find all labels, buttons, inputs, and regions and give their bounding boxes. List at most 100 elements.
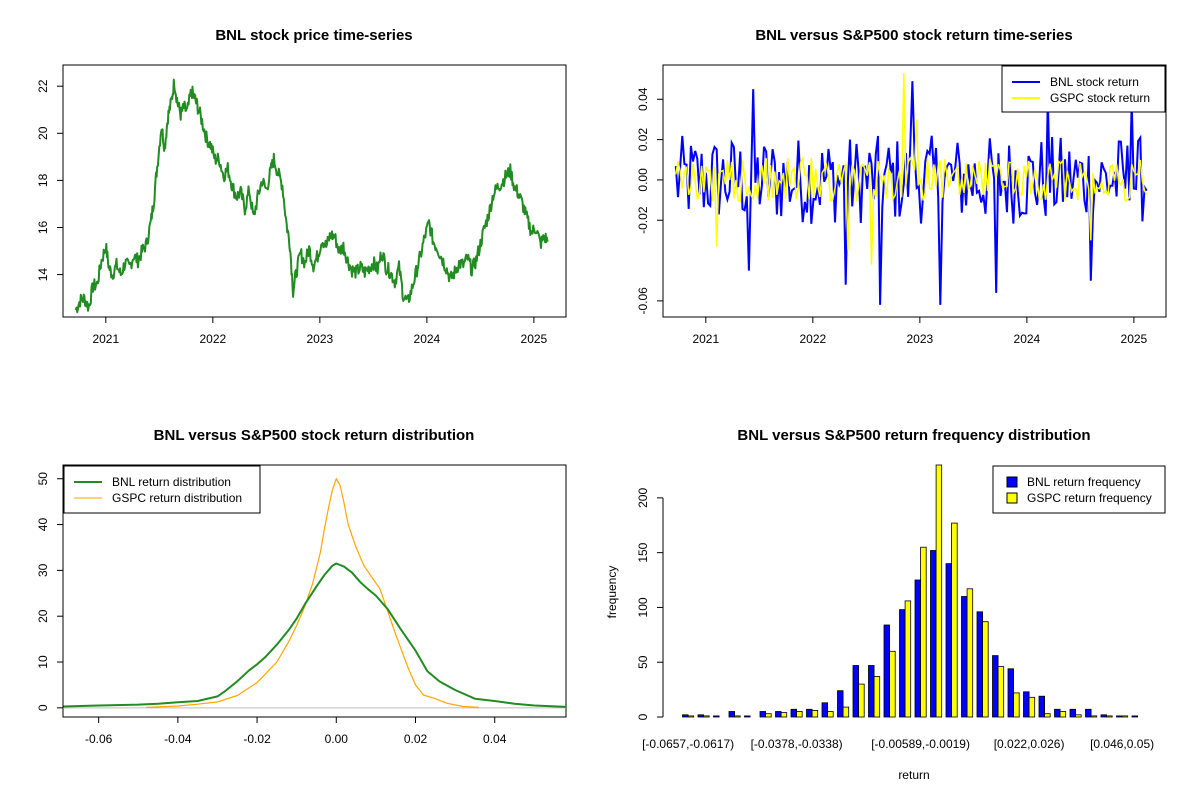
bar-gspc bbox=[842, 706, 850, 718]
y-tick-label: 50 bbox=[36, 472, 50, 486]
bar-gspc bbox=[951, 522, 958, 718]
x-tick-label: 2025 bbox=[1121, 332, 1148, 346]
bar-gspc bbox=[765, 713, 772, 718]
y-tick-label: 0 bbox=[636, 713, 650, 720]
y-tick-label: 14 bbox=[36, 268, 50, 282]
bar-gspc bbox=[1013, 692, 1020, 718]
density-line-bnl bbox=[62, 562, 567, 708]
legend-swatch-bnl bbox=[1006, 476, 1018, 488]
bar-bnl bbox=[775, 711, 782, 718]
histogram-panel: BNL versus S&P500 return frequency distr… bbox=[605, 427, 1166, 782]
legend-box bbox=[63, 465, 261, 514]
bar-bnl bbox=[1069, 708, 1076, 718]
price-chart-panel: BNL stock price time-series 2021 2022 2023… bbox=[36, 27, 567, 346]
x-tick-label: 2021 bbox=[692, 332, 719, 346]
y-tick-label: -0.02 bbox=[636, 206, 650, 234]
chart-title: BNL versus S&P500 return frequency distr… bbox=[737, 427, 1090, 444]
y-tick-label: 100 bbox=[636, 597, 650, 617]
bar-bnl bbox=[868, 665, 875, 718]
x-tick-label: 2023 bbox=[906, 332, 933, 346]
bar-bnl bbox=[1131, 715, 1138, 718]
x-tick-label: -0.02 bbox=[243, 732, 271, 746]
x-tick-label: 0.02 bbox=[404, 732, 428, 746]
bar-bnl bbox=[1100, 714, 1107, 718]
bar-gspc bbox=[920, 546, 927, 718]
x-tick-label: [-0.00589,-0.0019) bbox=[871, 737, 970, 751]
y-tick-label: 0.02 bbox=[636, 128, 650, 152]
y-tick-label: 0.00 bbox=[636, 168, 650, 192]
bar-bnl bbox=[883, 624, 890, 718]
y-tick-label: 16 bbox=[36, 221, 50, 235]
x-tick-label: 2024 bbox=[1014, 332, 1041, 346]
x-axis: 2021 2022 2023 2024 2025 bbox=[692, 316, 1148, 346]
x-tick-label: [0.022,0.026) bbox=[994, 737, 1065, 751]
x-tick-label: 0.04 bbox=[483, 732, 507, 746]
y-tick-label: 30 bbox=[36, 563, 50, 577]
return-timeseries-panel: BNL versus S&P500 stock return time-seri… bbox=[636, 27, 1167, 346]
chart-title: BNL stock price time-series bbox=[215, 27, 412, 44]
bar-bnl bbox=[697, 714, 704, 718]
y-tick-label: 0 bbox=[36, 704, 50, 711]
bar-bnl bbox=[930, 550, 937, 718]
x-tick-label: 2025 bbox=[521, 332, 548, 346]
density-line-gspc bbox=[146, 478, 479, 708]
bar-bnl bbox=[1038, 695, 1045, 718]
legend: BNL return frequency GSPC return frequen… bbox=[992, 465, 1166, 514]
bar-gspc bbox=[873, 676, 881, 718]
legend: BNL return distribution GSPC return dist… bbox=[63, 465, 261, 514]
y-axis: 0 50 100 150 200 bbox=[636, 488, 664, 720]
y-axis: -0.06 -0.02 0.00 0.02 0.04 bbox=[636, 87, 664, 315]
y-tick-label: 0.04 bbox=[636, 87, 650, 111]
bar-bnl bbox=[945, 563, 952, 718]
x-axis: [-0.0657,-0.0617) [-0.0378,-0.0338) [-0.00… bbox=[642, 737, 1154, 751]
bar-bnl bbox=[976, 611, 983, 718]
bar-gspc bbox=[1075, 714, 1082, 718]
bar-gspc bbox=[1090, 715, 1098, 718]
y-tick-label: 18 bbox=[36, 173, 50, 187]
bar-bnl bbox=[837, 690, 844, 718]
bar-gspc bbox=[780, 712, 788, 718]
legend-label-gspc: GSPC return distribution bbox=[112, 491, 242, 505]
bar-gspc bbox=[935, 464, 943, 718]
y-tick-label: 20 bbox=[36, 126, 50, 140]
x-tick-label: 2022 bbox=[199, 332, 226, 346]
bar-gspc bbox=[734, 715, 741, 718]
bar-bnl bbox=[682, 714, 689, 718]
bar-gspc bbox=[1059, 711, 1067, 718]
y-tick-label: 200 bbox=[636, 488, 650, 508]
x-axis: -0.06 -0.04 -0.02 0.00 0.02 0.04 bbox=[85, 716, 507, 746]
bar-bnl bbox=[899, 609, 906, 718]
legend-label-gspc: GSPC return frequency bbox=[1027, 491, 1152, 505]
x-tick-label: [-0.0378,-0.0338) bbox=[751, 737, 843, 751]
price-line-group bbox=[74, 78, 549, 314]
density-panel: BNL versus S&P500 stock return distribut… bbox=[36, 427, 567, 746]
bar-gspc bbox=[703, 715, 710, 718]
y-tick-label: 40 bbox=[36, 518, 50, 532]
bar-gspc bbox=[796, 711, 803, 718]
x-axis: 2021 2022 2023 2024 2025 bbox=[92, 316, 548, 346]
bar-bnl bbox=[852, 665, 859, 718]
bar-bnl bbox=[992, 655, 999, 718]
y-axis-label: frequency bbox=[605, 566, 619, 619]
chart-title: BNL versus S&P500 stock return distribut… bbox=[154, 427, 475, 444]
bar-gspc bbox=[997, 666, 1005, 718]
y-tick-label: 50 bbox=[636, 655, 650, 669]
x-tick-label: -0.06 bbox=[85, 732, 113, 746]
bar-gspc bbox=[982, 621, 989, 718]
bar-bnl bbox=[821, 702, 828, 718]
bar-gspc bbox=[1121, 715, 1129, 718]
bar-bnl bbox=[713, 715, 720, 718]
y-tick-label: 22 bbox=[36, 79, 50, 93]
bar-gspc bbox=[904, 600, 912, 718]
y-axis: 14 16 18 20 22 bbox=[36, 79, 64, 282]
chart-title: BNL versus S&P500 stock return time-seri… bbox=[755, 27, 1072, 44]
legend-label-bnl: BNL return frequency bbox=[1027, 475, 1141, 489]
y-tick-label: 10 bbox=[36, 655, 50, 669]
y-tick-label: -0.06 bbox=[636, 287, 650, 315]
bar-bnl bbox=[1007, 668, 1014, 718]
bar-gspc bbox=[858, 683, 865, 718]
x-tick-label: 0.00 bbox=[325, 732, 349, 746]
x-tick-label: 2023 bbox=[306, 332, 333, 346]
bar-bnl bbox=[1023, 691, 1030, 718]
